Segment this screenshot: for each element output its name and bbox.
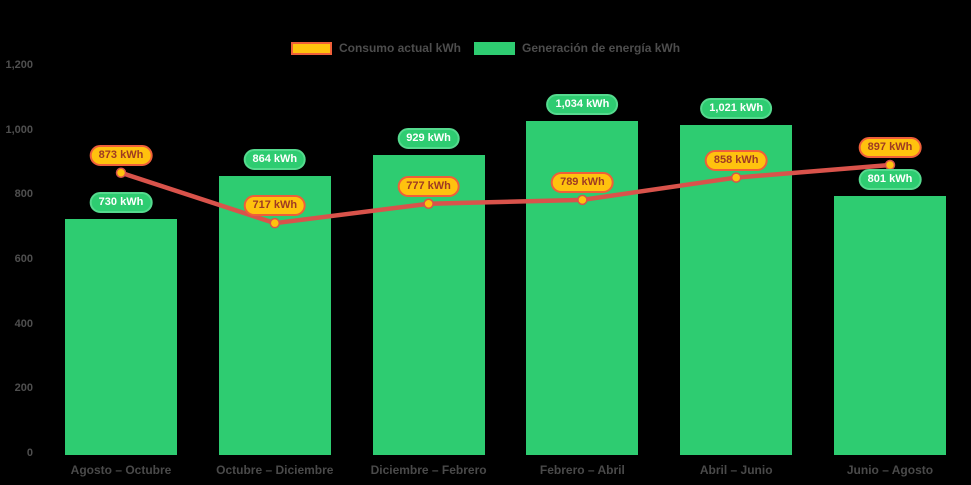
y-tick-label: 600 xyxy=(14,253,33,265)
consumo-value-badge: 789 kWh xyxy=(551,171,614,193)
bar-generacion[interactable] xyxy=(218,175,331,455)
y-tick-label: 400 xyxy=(14,317,33,330)
consumo-swatch-icon xyxy=(290,41,332,55)
x-tick-label: Abril – Junio xyxy=(699,463,773,477)
legend-item-consumo[interactable]: Consumo actual kWh xyxy=(290,41,461,55)
y-tick-label: 1,000 xyxy=(5,123,33,136)
consumo-value-badge: 858 kWh xyxy=(704,149,768,171)
x-tick-label: Febrero – Abril xyxy=(539,463,625,477)
x-tick-label: Diciembre – Febrero xyxy=(370,463,487,477)
y-tick-label: 0 xyxy=(26,447,33,459)
consumo-line-marker xyxy=(115,167,127,178)
bar-generacion[interactable] xyxy=(680,124,793,455)
generacion-value-badge: 1,021 kWh xyxy=(700,97,773,119)
y-tick-label: 200 xyxy=(14,382,33,395)
x-tick-label: Junio – Agosto xyxy=(846,463,934,477)
bar-generacion[interactable] xyxy=(526,120,639,455)
generacion-value-badge: 1,034 kWh xyxy=(546,93,619,115)
bar-generacion[interactable] xyxy=(372,154,485,455)
consumo-value-badge: 777 kWh xyxy=(397,175,460,197)
legend-label-generacion: Generación de energía kWh xyxy=(521,41,681,55)
consumo-value-badge: 717 kWh xyxy=(243,195,307,217)
consumo-value-badge: 897 kWh xyxy=(858,136,922,158)
bar-generacion[interactable] xyxy=(65,218,177,455)
generacion-value-badge: 864 kWh xyxy=(243,148,307,170)
legend-label-consumo: Consumo actual kWh xyxy=(338,41,461,55)
y-tick-label: 800 xyxy=(14,188,33,201)
y-tick-label: 1,200 xyxy=(5,59,33,71)
x-tick-label: Agosto – Octubre xyxy=(70,463,172,477)
legend-item-generacion[interactable]: Generación de energía kWh xyxy=(473,41,681,55)
chart-legend: Consumo actual kWh Generación de energía… xyxy=(0,41,971,55)
generacion-swatch-icon xyxy=(473,41,515,55)
consumo-value-badge: 873 kWh xyxy=(89,144,153,166)
generacion-value-badge: 801 kWh xyxy=(858,169,922,190)
generacion-value-badge: 929 kWh xyxy=(397,127,460,149)
x-tick-label: Octubre – Diciembre xyxy=(216,463,334,477)
generacion-value-badge: 730 kWh xyxy=(89,191,153,213)
bar-generacion[interactable] xyxy=(834,196,946,455)
